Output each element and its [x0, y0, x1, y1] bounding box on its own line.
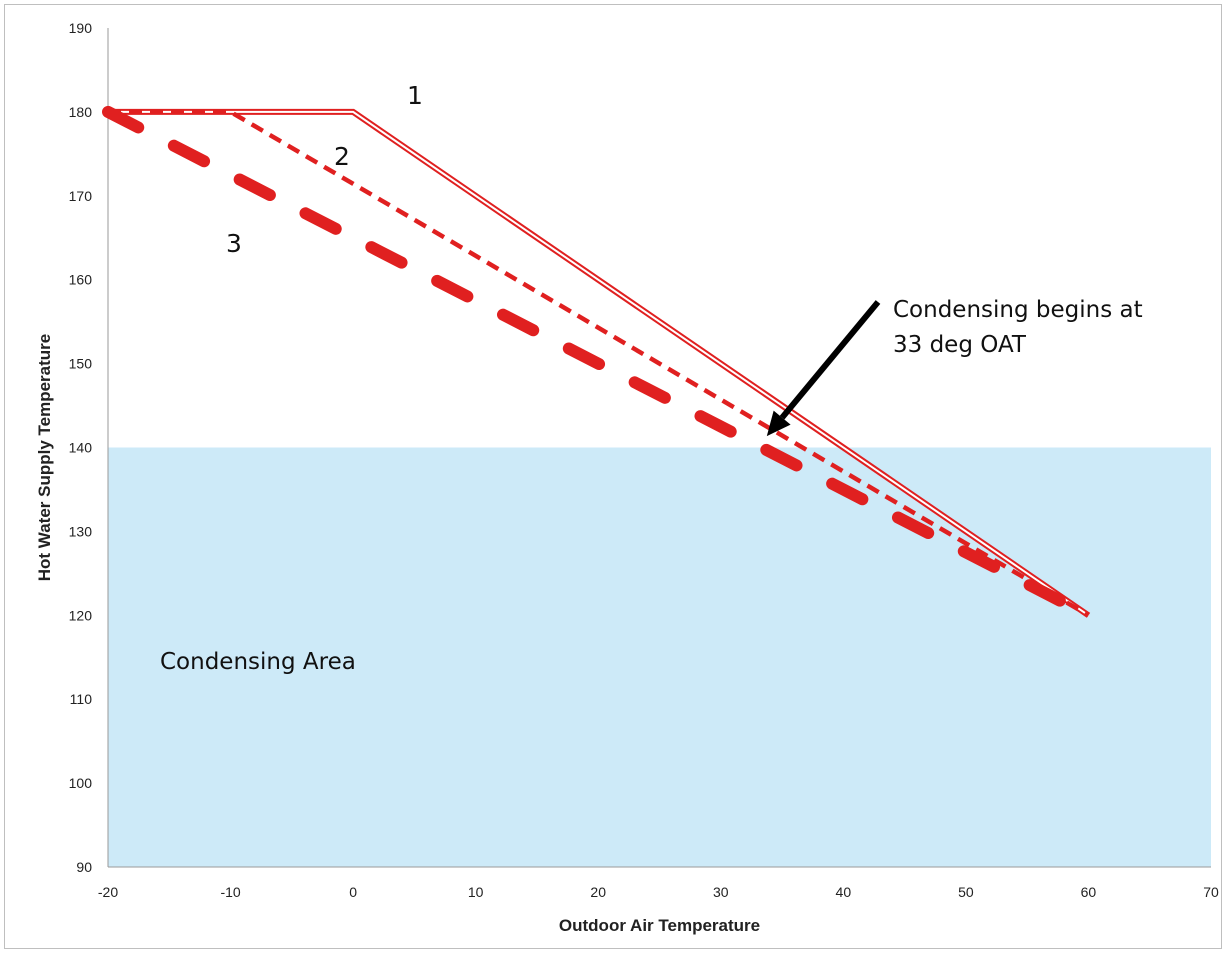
series-3-line [102, 105, 1095, 622]
y-axis-title: Hot Water Supply Temperature [35, 334, 54, 581]
x-tick-label: 60 [1081, 884, 1097, 900]
x-tick-label: -20 [98, 884, 118, 900]
chart-border [4, 4, 1222, 949]
y-tick-label: 160 [69, 272, 93, 288]
series-2-line [108, 109, 1090, 618]
series-1-line-inner [108, 110, 1090, 617]
y-tick-label: 150 [69, 356, 93, 372]
series-1-label: 1 [407, 81, 423, 110]
series-2-label: 2 [334, 142, 350, 171]
y-tick-label: 180 [69, 104, 93, 120]
series-3-label: 3 [226, 229, 242, 258]
y-tick-label: 100 [69, 775, 93, 791]
y-tick-label: 130 [69, 523, 93, 539]
annotation-arrow [766, 300, 881, 437]
annotation-line-1: Condensing begins at [893, 297, 1143, 323]
x-tick-label: 50 [958, 884, 974, 900]
y-tick-label: 110 [70, 691, 93, 707]
x-axis-title: Outdoor Air Temperature [559, 916, 760, 935]
y-tick-label: 90 [76, 859, 92, 875]
y-tick-label: 190 [69, 20, 93, 36]
x-tick-label: 30 [713, 884, 729, 900]
condensing-area-label: Condensing Area [160, 649, 356, 675]
x-tick-label: 40 [836, 884, 852, 900]
arrow-head [766, 410, 791, 437]
x-tick-label: 10 [468, 884, 484, 900]
y-tick-label: 170 [69, 188, 93, 204]
x-tick-label: 20 [590, 884, 606, 900]
y-tick-label: 140 [69, 440, 93, 456]
x-tick-label: -10 [220, 884, 240, 900]
arrow-shaft [779, 300, 881, 420]
y-tick-label: 120 [69, 607, 93, 623]
annotation-line-2: 33 deg OAT [893, 332, 1027, 358]
x-tick-label: 0 [349, 884, 357, 900]
condensing-area [108, 447, 1211, 867]
x-tick-label: 70 [1203, 884, 1219, 900]
series-layer [102, 105, 1095, 622]
